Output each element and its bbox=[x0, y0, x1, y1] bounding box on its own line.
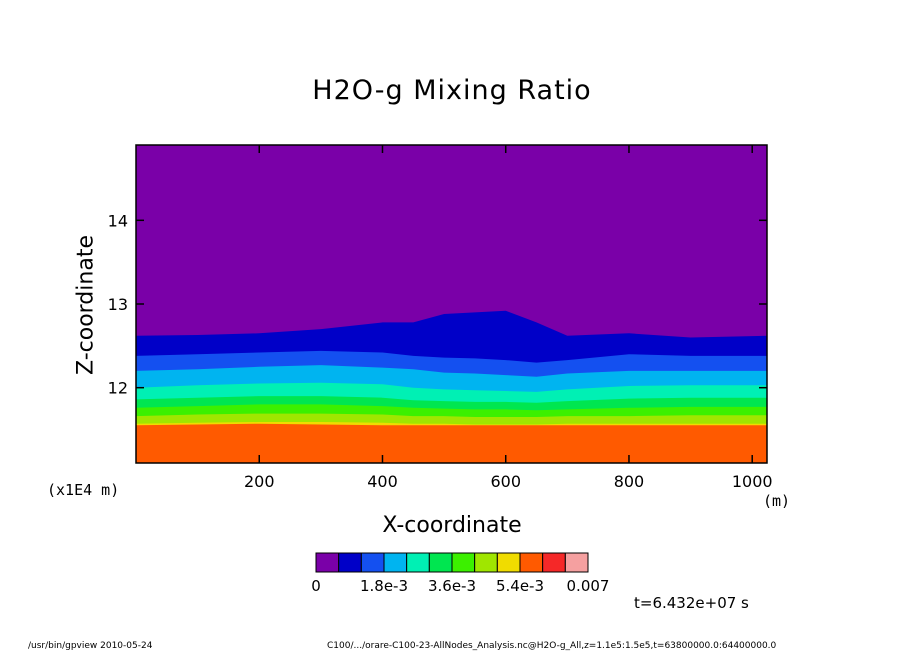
colorbar-label: 5.4e-3 bbox=[496, 577, 544, 595]
colorbar-swatch bbox=[564, 552, 589, 573]
colorbar-swatch bbox=[519, 552, 544, 573]
colorbar-swatch bbox=[496, 552, 521, 573]
y-tick-label: 12 bbox=[108, 379, 128, 398]
x-tick-label: 600 bbox=[490, 472, 521, 491]
y-tick-label: 13 bbox=[108, 295, 128, 314]
colorbar-swatch bbox=[315, 552, 340, 573]
colorbar-label: 0 bbox=[311, 577, 321, 595]
colorbar-swatch bbox=[542, 552, 566, 573]
x-axis: 200 400 600 800 1000 bbox=[244, 145, 773, 491]
colorbar: 0 1.8e-3 3.6e-3 5.4e-3 0.007 bbox=[311, 552, 610, 595]
colorbar-swatch bbox=[338, 552, 362, 573]
y-axis: 12 13 14 bbox=[108, 211, 767, 398]
y-unit-label: (x1E4 m) bbox=[47, 481, 120, 499]
colorbar-swatch bbox=[474, 552, 498, 573]
time-label: t=6.432e+07 s bbox=[634, 594, 749, 612]
colorbar-label: 3.6e-3 bbox=[428, 577, 476, 595]
colorbar-swatch bbox=[360, 552, 385, 573]
x-tick-label: 800 bbox=[614, 472, 645, 491]
x-axis-label: X-coordinate bbox=[382, 513, 522, 538]
y-tick-label: 14 bbox=[108, 211, 128, 230]
colorbar-swatch bbox=[406, 552, 430, 573]
contour-fill bbox=[136, 145, 767, 463]
colorbar-swatch bbox=[383, 552, 408, 573]
x-tick-label: 200 bbox=[244, 472, 275, 491]
x-tick-label: 400 bbox=[367, 472, 398, 491]
colorbar-swatch bbox=[451, 552, 476, 573]
plot-frame bbox=[135, 144, 768, 464]
contour-band-9 bbox=[136, 423, 767, 463]
y-axis-label: Z-coordinate bbox=[73, 235, 99, 375]
x-tick-label: 1000 bbox=[732, 472, 773, 491]
colorbar-label: 1.8e-3 bbox=[360, 577, 408, 595]
footer-right: C100/.../orare-C100-23-AllNodes_Analysis… bbox=[327, 641, 777, 651]
x-unit-label: (m) bbox=[763, 492, 791, 510]
chart-title: H2O-g Mixing Ratio bbox=[312, 75, 592, 106]
colorbar-label: 0.007 bbox=[567, 577, 610, 595]
colorbar-swatch bbox=[428, 552, 453, 573]
footer-left: /usr/bin/gpview 2010-05-24 bbox=[28, 641, 153, 651]
